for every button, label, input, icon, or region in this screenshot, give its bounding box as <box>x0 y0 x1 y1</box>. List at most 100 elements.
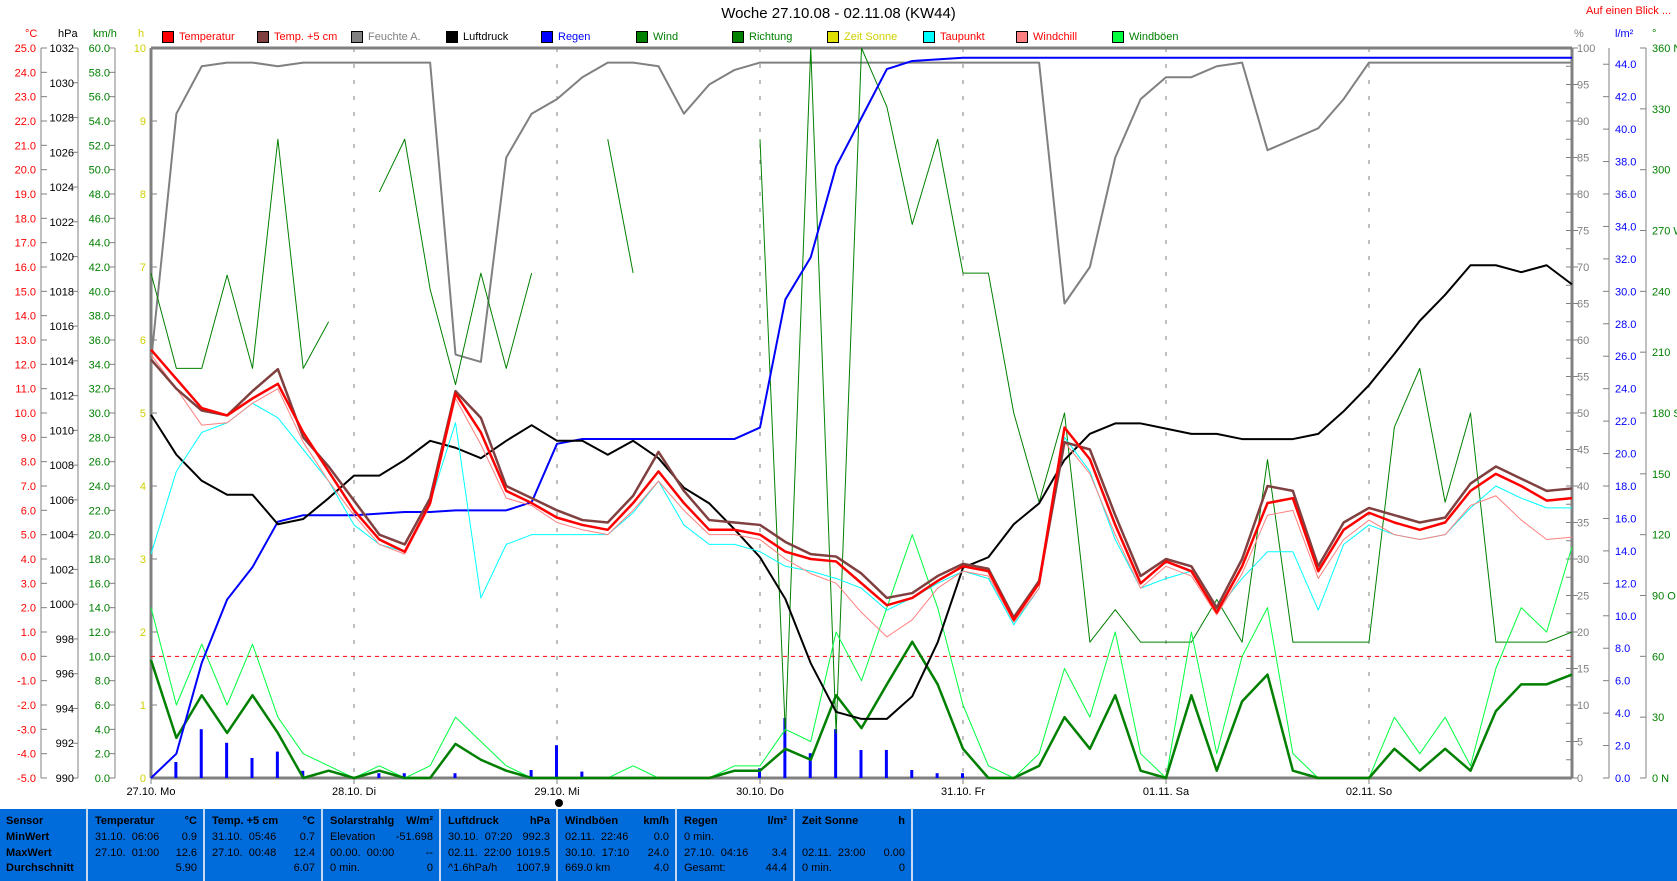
cell-label: MaxWert <box>6 846 52 859</box>
table-row: MaxWert <box>6 847 80 862</box>
humidity-tick-label: 90 <box>1577 116 1589 128</box>
cell-label: 0 min. <box>330 862 360 874</box>
rain-bar <box>174 762 178 778</box>
pressure-tick-label: 1002 <box>50 564 74 576</box>
cell-value: 0.00 <box>883 846 905 859</box>
at-a-glance-link[interactable]: Auf einen Blick ... <box>1586 5 1671 17</box>
cell-label: 31.10. 05:46 <box>212 831 277 843</box>
table-column: Zeit Sonne h 02.11. 23:00 0.00 0 min. 0 <box>796 809 913 881</box>
humidity-tick-label: 75 <box>1577 226 1589 238</box>
time-marker <box>555 799 563 807</box>
statistics-table: Sensor MinWert MaxWert Durchschnitt Temperat… <box>0 809 1677 881</box>
table-row: 02.11. 22:46 0.0 <box>565 831 669 846</box>
temp-tick-label: 18.0 <box>15 213 36 225</box>
table-row: 5.90 <box>95 862 197 877</box>
direction-tick-label: 150 <box>1652 469 1670 481</box>
table-row: 27.10. 01:00 12.6 <box>95 847 197 862</box>
rain-tick-label: 8.0 <box>1615 643 1630 655</box>
unit-label-sun: h <box>138 28 144 40</box>
wind-tick-label: 16.0 <box>89 578 110 590</box>
legend-label: Zeit Sonne <box>844 31 898 43</box>
x-tick-label: 01.11. Sa <box>1143 786 1190 798</box>
unit-label-temp: °C <box>25 28 37 40</box>
temp-tick-label: 6.0 <box>21 505 36 517</box>
table-row: 669.0 km 4.0 <box>565 862 669 877</box>
humidity-tick-label: 80 <box>1577 189 1589 201</box>
temp-tick-label: 22.0 <box>15 116 36 128</box>
direction-tick-label: 300 <box>1652 165 1670 177</box>
sun-tick-label: 4 <box>140 481 146 493</box>
wind-tick-label: 46.0 <box>89 213 110 225</box>
wind-tick-label: 24.0 <box>89 481 110 493</box>
sun-tick-label: 10 <box>134 43 146 55</box>
cell-value: 0 <box>898 862 905 874</box>
pressure-tick-label: 1022 <box>50 217 74 229</box>
temp-tick-label: -1.0 <box>17 676 36 688</box>
cell-value: 12.6 <box>175 846 197 859</box>
table-column: Temp. +5 cm °C 31.10. 05:46 0.7 27.10. 00:48… <box>206 809 323 881</box>
header-unit: km/h <box>643 815 669 827</box>
table-column: Regen l/m² 0 min. 27.10. 04:16 3.4 Gesamt: 44.… <box>678 809 795 881</box>
pressure-tick-label: 998 <box>56 634 74 646</box>
direction-tick-label: 60 <box>1652 651 1664 663</box>
humidity-tick-label: 60 <box>1577 335 1589 347</box>
wind-tick-label: 48.0 <box>89 189 110 201</box>
column-header: Temperatur °C <box>95 815 197 830</box>
rain-bar <box>301 770 305 778</box>
table-row <box>802 831 905 846</box>
series-luftdruck <box>150 264 1573 720</box>
temp-tick-label: 23.0 <box>15 92 36 104</box>
unit-label-direction: ° <box>1652 28 1656 40</box>
direction-tick-label: 180 S <box>1652 408 1677 420</box>
temp-tick-label: 4.0 <box>21 554 36 566</box>
cell-value: 44.4 <box>765 862 787 874</box>
table-row: 27.10. 00:48 12.4 <box>212 847 315 862</box>
table-row: ^1.6hPa/h 1007.9 <box>448 862 550 877</box>
rain-bar <box>834 729 838 778</box>
legend-item: Richtung <box>732 31 792 43</box>
direction-tick-label: 330 <box>1652 104 1670 116</box>
temp-tick-label: 10.0 <box>15 408 36 420</box>
temp-tick-label: 25.0 <box>15 43 36 55</box>
table-column: Sensor MinWert MaxWert Durchschnitt <box>0 809 88 881</box>
x-tick-label: 29.10. Mi <box>534 786 579 798</box>
legend-swatch <box>732 31 744 43</box>
rain-bar <box>758 768 761 778</box>
wind-tick-label: 18.0 <box>89 554 110 566</box>
legend-item: Feuchte A. <box>351 31 421 43</box>
legend-label: Temperatur <box>179 31 235 43</box>
table-row: 30.10. 17:10 24.0 <box>565 847 669 862</box>
rain-bar <box>225 742 229 778</box>
rain-bar <box>453 773 457 778</box>
humidity-tick-label: 15 <box>1577 664 1589 676</box>
wind-tick-label: 0.0 <box>95 773 110 785</box>
temp-tick-label: 8.0 <box>21 457 36 469</box>
cell-label: MinWert <box>6 831 50 843</box>
wind-tick-label: 32.0 <box>89 384 110 396</box>
table-column: Windböen km/h 02.11. 22:46 0.0 30.10. 17:10 2… <box>559 809 677 881</box>
wind-tick-label: 26.0 <box>89 457 110 469</box>
cell-value: 0.7 <box>299 831 315 843</box>
header-label: Sensor <box>6 815 44 827</box>
legend-swatch <box>351 31 363 43</box>
rain-tick-label: 36.0 <box>1615 189 1636 201</box>
rain-bar <box>808 753 812 778</box>
pressure-tick-label: 1032 <box>50 43 74 55</box>
sun-tick-label: 8 <box>140 189 146 201</box>
legend-item: Luftdruck <box>446 31 508 43</box>
table-row: 30.10. 07:20 992.3 <box>448 831 550 846</box>
rain-tick-label: 18.0 <box>1615 481 1636 493</box>
rain-tick-label: 30.0 <box>1615 286 1636 298</box>
rain-bar <box>859 750 863 778</box>
legend-item: Windchill <box>1016 31 1077 43</box>
pressure-tick-label: 1012 <box>50 391 74 403</box>
header-label: Regen <box>684 815 718 827</box>
column-header: Regen l/m² <box>684 815 787 830</box>
wind-tick-label: 40.0 <box>89 286 110 298</box>
column-header: Solarstrahlg W/m² <box>330 815 433 830</box>
cell-label: 02.11. 23:00 <box>802 846 866 859</box>
legend-swatch <box>827 31 839 43</box>
legend-label: Feuchte A. <box>368 31 421 43</box>
cell-value: 3.4 <box>771 846 787 859</box>
legend-label: Richtung <box>749 31 793 43</box>
